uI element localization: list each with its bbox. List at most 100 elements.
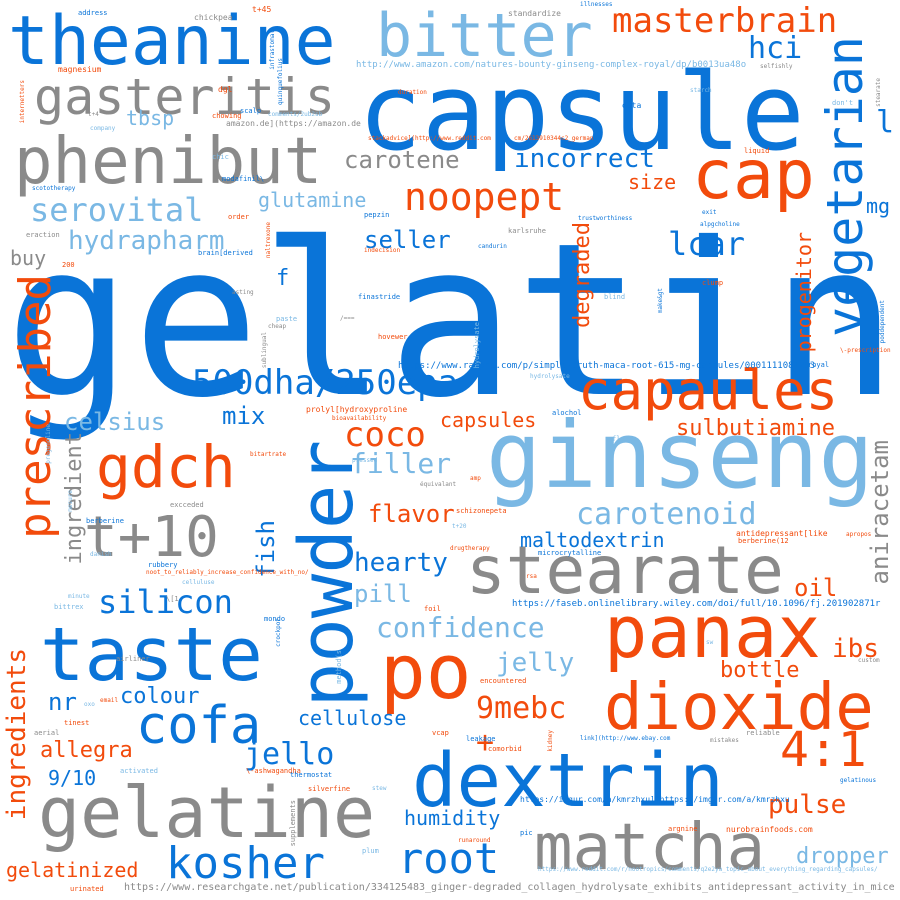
word-exceeded: excceded bbox=[170, 501, 204, 509]
word-oil: oil bbox=[794, 574, 838, 602]
word-hydrapharm: hydrapharm bbox=[68, 226, 225, 256]
word-confidence: confidence bbox=[376, 611, 545, 644]
url-stackadvice: stackadvice](http://www.reddit.com bbox=[368, 135, 491, 142]
word-indecision: indecision bbox=[364, 247, 401, 254]
word-cofa: cofa bbox=[136, 696, 262, 756]
word-pill: pill bbox=[354, 580, 412, 608]
word-crockpot: crockpot bbox=[275, 618, 282, 647]
word-jello: jello bbox=[244, 737, 335, 772]
word-pepzin: pepzin bbox=[364, 211, 390, 219]
word-eraction: eraction bbox=[26, 231, 60, 239]
word-panax: panax bbox=[604, 590, 821, 674]
word-activated: activated bbox=[120, 767, 158, 775]
word-dgl: dgl bbox=[218, 85, 233, 94]
word-cellulose-small: celluluse bbox=[182, 579, 215, 586]
word-nr: nr bbox=[48, 688, 77, 716]
word-capsule: capsule bbox=[358, 51, 805, 174]
word-celsius: celsius bbox=[64, 408, 166, 436]
word-liquid: liquid bbox=[744, 147, 770, 155]
word-gelatinous: gelatinous bbox=[840, 777, 877, 784]
word-finastride: finastride bbox=[358, 293, 401, 301]
word-asting: asting bbox=[232, 289, 254, 296]
word-jelly: jelly bbox=[496, 648, 575, 678]
word-duration: duration bbox=[398, 89, 427, 96]
word-gelatinized: gelatinized bbox=[6, 858, 139, 882]
word-carotene: carotene bbox=[344, 146, 460, 174]
word-amp: amp bbox=[470, 475, 481, 482]
word-rsa: rsa bbox=[526, 573, 537, 580]
word-sw: sw bbox=[706, 639, 714, 646]
word-bitter: bitter bbox=[376, 1, 593, 71]
word-kosher: kosher bbox=[166, 838, 325, 889]
word-pressed: pressed bbox=[352, 457, 378, 464]
word-starch: starch bbox=[690, 87, 712, 94]
word-pulse: pulse bbox=[768, 790, 847, 820]
word-colour: colour bbox=[120, 684, 200, 709]
word-sulbutiamine: sulbutiamine bbox=[676, 416, 835, 441]
word-lcar: lcar bbox=[668, 225, 746, 263]
word-f: f bbox=[276, 266, 290, 291]
word-exit: exit bbox=[702, 209, 717, 216]
word-ashwagandha: \-ashwagandha bbox=[246, 767, 301, 775]
word-blind: blind bbox=[604, 293, 626, 301]
word-flour: flour bbox=[612, 435, 634, 443]
word-chic: chic bbox=[212, 153, 229, 161]
word-t10: t+10 bbox=[84, 505, 219, 570]
word-thermostat: thermostat bbox=[290, 771, 333, 779]
word-bottle: bottle bbox=[720, 658, 800, 683]
word-hydrolysate: hydrolysate bbox=[473, 322, 481, 369]
word-progenitor: progenitor bbox=[792, 232, 816, 353]
word-flavor: flavor bbox=[368, 500, 455, 528]
word-plum: plum bbox=[362, 847, 379, 855]
url-imgur: https://imgur.com/a/kmrzhxu](https://img… bbox=[520, 795, 790, 804]
word-encountered: encountered bbox=[480, 677, 527, 685]
word-scototherapy: scototherapy bbox=[32, 185, 76, 192]
word-osta: osta bbox=[622, 101, 642, 110]
word-clump: clump bbox=[702, 279, 724, 287]
word-methods: method(s bbox=[335, 650, 343, 684]
word-t45: t+45 bbox=[252, 5, 272, 14]
word-rubbery: rubbery bbox=[148, 561, 178, 569]
word-chickpea: chickpea bbox=[194, 13, 233, 22]
word-paste: paste bbox=[276, 315, 298, 323]
word-dioxide: dioxide bbox=[604, 671, 874, 745]
word-trustworthiness: trustworthiness bbox=[578, 215, 633, 222]
word-masterbrain: masterbrain bbox=[612, 1, 838, 41]
word-quinquefolius: quinquefolius bbox=[277, 58, 284, 105]
word-karlsruhe: karlsruhe bbox=[508, 227, 546, 235]
word-however: hovewer bbox=[378, 333, 408, 341]
word-equivalant: équivalant bbox=[420, 481, 457, 488]
word-schizonepeta: schizonepeta bbox=[456, 507, 507, 515]
word-mondo: mondo bbox=[264, 615, 286, 623]
word-stew: stew bbox=[372, 785, 387, 792]
word-dropper: dropper bbox=[796, 844, 889, 869]
word-kidney: kidney bbox=[547, 730, 554, 752]
word-urinated: urinated bbox=[70, 885, 104, 893]
word-minute: minute bbox=[68, 593, 90, 600]
word-allegra: allegra bbox=[40, 738, 133, 763]
word-noopept: noopept bbox=[404, 175, 565, 219]
word-gasteritis: gasteritis bbox=[34, 68, 336, 126]
word-root: root bbox=[398, 834, 500, 883]
url-reddit-rp: https://www.reddit.com/r/nootropics/comm… bbox=[538, 866, 878, 873]
word-incorrect: incorrect bbox=[514, 144, 655, 174]
word-bioavailability: bioavailability bbox=[332, 415, 387, 422]
word-capaules: capaules bbox=[578, 359, 839, 422]
word-supplements: supplements bbox=[289, 800, 297, 847]
word-cellulose: cellulose bbox=[298, 706, 407, 730]
word-drugtherapy: drugtherapy bbox=[450, 545, 490, 552]
word-degraded: degraded bbox=[570, 222, 595, 328]
url-researchgate: https://www.researchgate.net/publication… bbox=[124, 882, 895, 893]
word-po: po bbox=[380, 627, 472, 716]
url-ralphs: https://www.ralphs.com/p/simple-truth-ma… bbox=[398, 361, 816, 371]
word-prescription: \-prescription bbox=[840, 347, 891, 354]
word-makeagt: make&gt bbox=[657, 288, 664, 314]
word-mistakes: mistakes bbox=[710, 737, 739, 744]
word-cap: cap bbox=[692, 136, 815, 215]
word-tbsp: tbsp bbox=[126, 106, 175, 130]
word-magnesium: magnesium bbox=[58, 65, 102, 74]
word-oxo: oxo bbox=[84, 701, 95, 708]
word-taste: taste bbox=[40, 612, 263, 698]
word-stearate: stearate bbox=[466, 532, 784, 609]
